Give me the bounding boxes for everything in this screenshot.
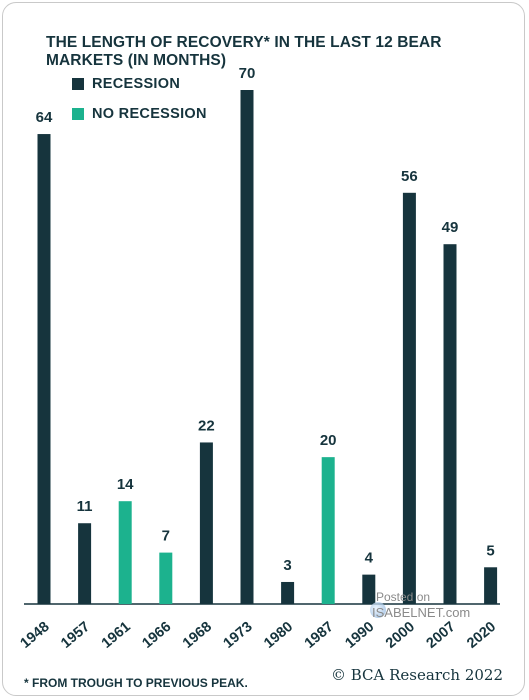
legend-item-recession: RECESSION — [72, 76, 180, 92]
data-label-1966: 7 — [162, 528, 170, 545]
data-label-1948: 64 — [36, 109, 53, 126]
bar-1966 — [159, 552, 173, 604]
x-tick-label-1957: 1957 — [58, 619, 93, 652]
x-tick-label-1968: 1968 — [180, 619, 215, 652]
x-tick-label-1973: 1973 — [221, 619, 256, 652]
data-label-1973: 70 — [239, 65, 256, 82]
x-tick-label-1948: 1948 — [18, 619, 53, 652]
bar-1980 — [281, 581, 295, 604]
data-label-1961: 14 — [117, 476, 134, 493]
bar-1948 — [37, 134, 51, 605]
legend-swatch-recession — [72, 78, 84, 90]
chart-title: THE LENGTH OF RECOVERY* IN THE LAST 12 B… — [46, 34, 442, 69]
bar-1957 — [78, 523, 92, 604]
legend-item-no-recession: NO RECESSION — [72, 106, 207, 122]
bar-2020 — [484, 567, 498, 604]
footnote: * FROM TROUGH TO PREVIOUS PEAK. — [24, 676, 248, 690]
watermark-site: ISABELNET.com — [372, 605, 471, 620]
bar-1990 — [362, 574, 376, 604]
x-tick-label-1966: 1966 — [139, 619, 174, 652]
x-tick-label-1987: 1987 — [302, 619, 337, 652]
bar-1987 — [321, 457, 335, 604]
bar-1961 — [118, 501, 132, 604]
data-label-1980: 3 — [283, 557, 291, 574]
legend-label-no-recession: NO RECESSION — [92, 106, 207, 122]
bar-2007 — [443, 244, 457, 604]
data-label-1957: 11 — [77, 498, 93, 515]
data-label-2007: 49 — [442, 219, 459, 236]
data-label-2000: 56 — [401, 168, 418, 185]
x-tick-label-1980: 1980 — [261, 619, 296, 652]
data-label-1990: 4 — [365, 550, 374, 567]
data-label-2020: 5 — [486, 542, 494, 559]
globe-icon — [370, 602, 386, 618]
legend-label-recession: RECESSION — [92, 76, 181, 92]
bar-2000 — [402, 192, 416, 605]
data-label-1968: 22 — [198, 417, 215, 434]
bar-1968 — [199, 442, 213, 604]
bar-1973 — [240, 90, 254, 604]
brand-logo: © BCA Research 2022 — [330, 666, 503, 684]
watermark-posted: Posted on — [376, 590, 431, 604]
data-label-1987: 20 — [320, 432, 337, 449]
watermark: Posted on ISABELNET.com — [370, 590, 502, 624]
legend-swatch-no-recession — [72, 108, 84, 120]
x-tick-label-1961: 1961 — [99, 619, 134, 652]
